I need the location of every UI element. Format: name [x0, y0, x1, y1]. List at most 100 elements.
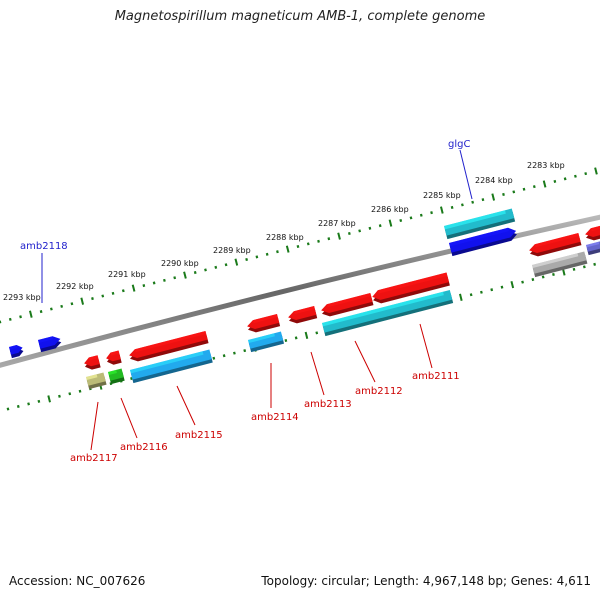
gene-feature-red[interactable] — [371, 272, 450, 305]
gene-label-amb2112[interactable]: amb2112 — [355, 386, 403, 397]
gene-feature-red[interactable] — [584, 222, 600, 242]
gene-feature-red[interactable] — [105, 350, 122, 366]
gene-labels: 2293 kbp 2292 kbp 2291 kbp 2290 kbp 2289 kbp… — [3, 139, 565, 464]
ruler-minor-tick — [224, 263, 228, 267]
ruler-minor-tick — [276, 250, 279, 254]
gene-feature-amb2116[interactable] — [108, 368, 125, 385]
ruler-major-tick — [440, 206, 444, 214]
ruler-major-tick — [47, 395, 51, 403]
ruler-minor-tick — [255, 255, 259, 259]
ruler-minor-tick — [78, 389, 82, 393]
ruler-minor-tick — [347, 231, 351, 236]
gene-feature-amb2118[interactable] — [38, 334, 62, 353]
ruler-minor-tick — [70, 302, 74, 306]
ruler-minor-tick — [481, 198, 485, 202]
ruler-minor-tick — [563, 177, 567, 181]
genome-backbone — [0, 214, 600, 368]
gene-feature-amb2117[interactable] — [86, 372, 107, 390]
kbp-tick-label: 2291 kbp — [108, 270, 146, 279]
ruler-major-tick — [337, 232, 341, 240]
kbp-tick-label: 2284 kbp — [475, 176, 513, 185]
gene-feature-amb2114[interactable] — [248, 331, 285, 353]
ruler-minor-tick — [152, 281, 156, 285]
ruler-major-tick — [491, 193, 496, 201]
ruler-major-tick — [183, 271, 187, 279]
ruler-minor-tick — [593, 262, 597, 266]
ruler-minor-tick — [327, 237, 331, 241]
ruler-major-tick — [234, 258, 239, 266]
gene-feature-red[interactable] — [320, 292, 374, 318]
ruler-minor-tick — [101, 294, 105, 298]
ruler-minor-tick — [212, 356, 216, 360]
gene-label-glgC[interactable]: glgC — [448, 139, 470, 150]
ruler-minor-tick — [531, 278, 535, 282]
ruler-minor-tick — [512, 190, 516, 194]
ruler-minor-tick — [490, 288, 494, 292]
gene-feature-red[interactable] — [128, 330, 209, 363]
ruler-minor-tick — [315, 331, 319, 335]
gene-feature-red[interactable] — [528, 232, 582, 258]
kbp-tick-label: 2292 kbp — [56, 282, 94, 291]
gene-feature-glgC[interactable] — [449, 226, 518, 257]
ruler-minor-tick — [130, 377, 133, 381]
kbp-tick-label: 2286 kbp — [371, 205, 409, 214]
ruler-minor-tick — [16, 404, 20, 408]
gene-feature-amb2112[interactable] — [322, 289, 454, 337]
leader-line — [354, 340, 376, 383]
ruler-minor-tick — [399, 218, 403, 223]
ruler-major-tick — [304, 331, 309, 340]
ruler-minor-tick — [121, 289, 125, 293]
ruler-major-tick — [388, 219, 393, 227]
ruler-minor-tick — [58, 394, 61, 398]
ruler-minor-tick — [27, 402, 30, 406]
leader-line — [120, 397, 138, 439]
gene-feature-red[interactable] — [287, 305, 318, 325]
ruler-minor-tick — [245, 257, 248, 262]
kbp-tick-label: 2289 kbp — [213, 246, 251, 255]
ruler-minor-tick — [582, 265, 586, 269]
ruler-minor-tick — [461, 203, 464, 207]
gene-feature-purple[interactable] — [586, 239, 600, 256]
leader-line — [419, 323, 433, 369]
ruler-major-tick — [542, 180, 547, 188]
ruler-minor-tick — [173, 276, 177, 280]
ruler-minor-tick — [502, 192, 505, 196]
ruler-minor-tick — [49, 307, 53, 311]
gene-feature-red[interactable] — [246, 313, 281, 334]
ruler-minor-tick — [109, 382, 113, 386]
ruler-minor-tick — [6, 407, 10, 411]
ruler-minor-tick — [368, 226, 372, 230]
gene-feature-gray[interactable] — [532, 251, 588, 278]
gene-label-amb2114[interactable]: amb2114 — [251, 412, 299, 423]
gene-label-amb2116[interactable]: amb2116 — [120, 442, 168, 453]
gene-feature-glgC-cyan[interactable] — [444, 208, 516, 240]
ruler-minor-tick — [284, 338, 288, 342]
gene-label-amb2115[interactable]: amb2115 — [175, 430, 223, 441]
ruler-major-tick — [28, 310, 33, 318]
ruler-minor-tick — [8, 317, 12, 321]
ruler-minor-tick — [214, 265, 218, 269]
gene-label-amb2118[interactable]: amb2118 — [20, 241, 68, 252]
gene-feature-small-blue[interactable] — [9, 344, 24, 359]
gene-label-amb2117[interactable]: amb2117 — [70, 453, 118, 464]
ruler-minor-tick — [37, 399, 41, 403]
ruler-minor-tick — [419, 213, 423, 217]
kbp-tick-label: 2283 kbp — [527, 161, 565, 170]
ruler-minor-tick — [222, 354, 226, 358]
ruler-minor-tick — [204, 268, 207, 272]
gene-label-amb2113[interactable]: amb2113 — [304, 399, 352, 410]
ruler-major-tick — [80, 297, 85, 305]
gene-feature-amb2115[interactable] — [130, 349, 213, 384]
ruler-minor-tick — [553, 179, 557, 183]
kbp-tick-label: 2287 kbp — [318, 219, 356, 228]
gene-label-amb2111[interactable]: amb2111 — [412, 371, 460, 382]
leader-line — [310, 351, 325, 396]
ruler-minor-tick — [243, 349, 247, 353]
ruler-minor-tick — [142, 284, 146, 288]
ruler-minor-tick — [294, 336, 298, 340]
ruler-minor-tick — [584, 172, 588, 176]
gene-feature-red[interactable] — [83, 355, 101, 371]
ruler-minor-tick — [296, 244, 300, 249]
ruler-minor-tick — [91, 297, 94, 301]
ruler-major-tick — [285, 245, 290, 253]
